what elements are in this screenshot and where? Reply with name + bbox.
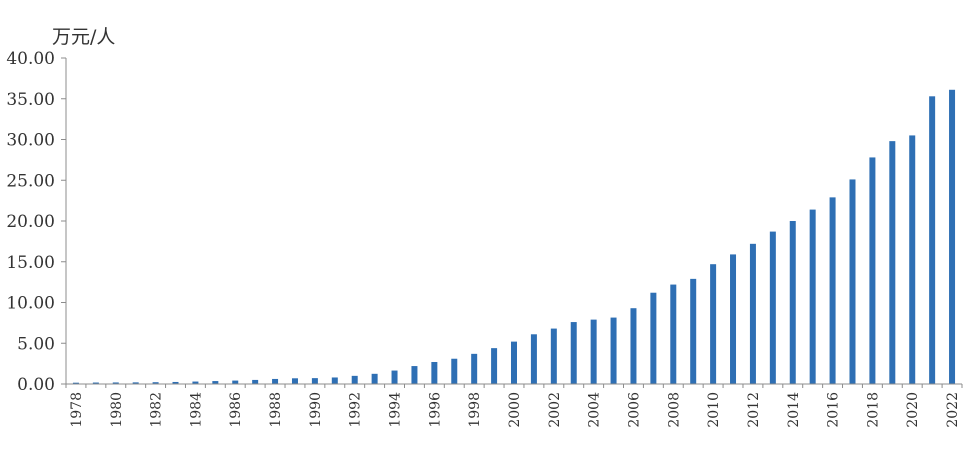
x-tick-label-2020: 2020 — [905, 392, 921, 428]
bar-2009 — [690, 278, 697, 384]
x-tick-label-1988: 1988 — [268, 392, 284, 428]
bar-2007 — [650, 292, 657, 384]
bars — [72, 89, 956, 385]
bar-1994 — [391, 370, 398, 384]
bar-1987 — [252, 379, 259, 384]
bar-2012 — [749, 243, 756, 384]
bar-2002 — [550, 328, 557, 384]
y-tick-label: 10.00 — [6, 294, 55, 314]
x-tick-label-2004: 2004 — [587, 392, 603, 428]
x-tick-label-2022: 2022 — [945, 392, 961, 428]
bar-2004 — [590, 319, 597, 384]
bar-1990 — [311, 378, 318, 384]
y-tick-label: 30.00 — [6, 131, 55, 151]
y-tick-label: 25.00 — [6, 171, 55, 191]
bar-1992 — [351, 375, 358, 384]
bar-1993 — [371, 373, 378, 384]
x-tick-label-2008: 2008 — [666, 392, 682, 428]
x-tick-label-1992: 1992 — [348, 392, 364, 428]
x-tick-label-1978: 1978 — [69, 392, 85, 428]
bar-2000 — [511, 341, 517, 384]
bar-2010 — [710, 264, 717, 384]
x-tick-label-1980: 1980 — [109, 392, 125, 428]
bar-2017 — [849, 179, 856, 384]
x-tick-label-2012: 2012 — [746, 392, 762, 428]
x-tick-label-2006: 2006 — [626, 392, 642, 428]
bar-2003 — [570, 322, 577, 384]
bar-1978 — [72, 382, 79, 384]
bar-1986 — [232, 380, 239, 384]
bar-2008 — [670, 284, 677, 384]
bar-2006 — [630, 308, 637, 384]
x-tick-label-1984: 1984 — [188, 392, 204, 428]
x-tick-label-1990: 1990 — [308, 392, 324, 428]
bar-2020 — [909, 135, 916, 384]
bar-1996 — [431, 361, 438, 384]
x-tick-label-2018: 2018 — [865, 392, 881, 428]
bar-2011 — [730, 254, 737, 384]
y-tick-label: 40.00 — [6, 49, 55, 69]
y-axis-unit-label: 万元/人 — [52, 26, 116, 48]
bar-2018 — [869, 157, 876, 384]
bar-1998 — [471, 353, 478, 384]
bar-2005 — [610, 317, 617, 384]
y-tick-label: 35.00 — [6, 90, 55, 110]
bar-2001 — [530, 334, 537, 384]
y-axis: 0.00 5.00 10.00 15.00 20.00 25.00 30.00 35.00 40… — [6, 49, 67, 395]
y-tick-label: 0.00 — [17, 375, 55, 395]
bar-1981 — [132, 382, 139, 384]
bar-1983 — [172, 381, 179, 384]
bar-2015 — [809, 209, 816, 384]
y-tick-label: 15.00 — [6, 253, 55, 273]
x-tick-label-1998: 1998 — [467, 392, 483, 428]
x-tick-label-1996: 1996 — [427, 392, 443, 428]
x-tick-label-2016: 2016 — [826, 392, 842, 428]
bar-2013 — [769, 231, 776, 384]
bar-1982 — [152, 382, 159, 384]
bar-1989 — [291, 378, 298, 384]
x-tick-label-1982: 1982 — [149, 392, 165, 428]
bar-1997 — [451, 358, 458, 384]
bar-2021 — [929, 96, 936, 385]
x-tick-label-2002: 2002 — [547, 392, 563, 428]
y-tick-label: 20.00 — [6, 212, 55, 232]
x-tick-label-2000: 2000 — [507, 392, 523, 428]
x-axis: 1978 1980 1982 1984 1986 1988 1990 1992 1994 1996… — [65, 383, 963, 428]
bar-1980 — [112, 382, 119, 384]
bar-2019 — [889, 141, 896, 384]
bar-1984 — [192, 381, 199, 384]
x-tick-label-2010: 2010 — [706, 392, 722, 428]
bar-2014 — [789, 221, 796, 384]
x-tick-label-1986: 1986 — [228, 392, 244, 428]
bar-1985 — [212, 381, 219, 384]
bar-2016 — [829, 197, 836, 384]
bar-1991 — [331, 377, 338, 384]
bar-1988 — [272, 378, 279, 384]
bar-1999 — [491, 348, 498, 384]
bar-1979 — [92, 382, 99, 384]
bar-2022 — [949, 89, 956, 384]
x-tick-label-1994: 1994 — [388, 392, 404, 428]
x-tick-label-2014: 2014 — [786, 392, 802, 428]
bar-1995 — [411, 366, 418, 384]
y-tick-label: 5.00 — [17, 334, 55, 354]
